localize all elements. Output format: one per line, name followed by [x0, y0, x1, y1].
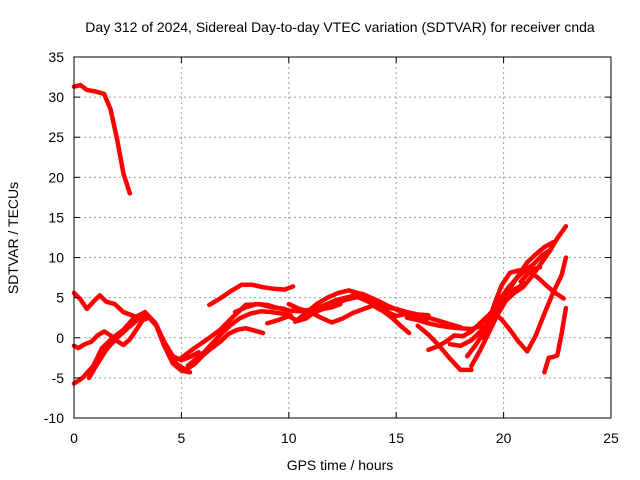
series-arc-12 [286, 301, 377, 325]
y-tick-label: 0 [56, 330, 64, 346]
y-axis-title: SDTVAR / TECUs [5, 182, 21, 294]
x-tick-label: 20 [496, 430, 512, 446]
y-tick-label: 25 [48, 129, 64, 145]
data-series-group [71, 82, 569, 386]
series-arc-27 [542, 305, 569, 375]
series-arc-1 [71, 82, 133, 196]
y-tick-label: 15 [48, 209, 64, 225]
series-arc-25 [490, 255, 569, 354]
x-tick-label: 5 [178, 430, 186, 446]
series-arc-5 [86, 312, 193, 381]
x-axis-title: GPS time / hours [287, 457, 394, 473]
series-arc-16 [350, 293, 463, 330]
y-tick-label: -5 [52, 370, 65, 386]
series-arc-26 [518, 269, 566, 301]
y-tick-label: 20 [48, 169, 64, 185]
series-arc-23 [469, 224, 569, 369]
axis-ticks [73, 56, 612, 419]
x-tick-label: 15 [388, 430, 404, 446]
y-tick-labels: -10 -5 0 5 10 15 20 25 30 35 [44, 49, 64, 426]
plot-frame [73, 56, 612, 419]
y-tick-label: 35 [48, 49, 64, 65]
series-arc-17 [372, 304, 412, 336]
y-tick-label: 10 [48, 250, 64, 266]
x-tick-label: 25 [603, 430, 619, 446]
series-arc-6 [166, 325, 266, 373]
series-arc-8 [185, 309, 294, 369]
series-arc-18 [404, 315, 485, 332]
series-arc-24 [479, 264, 543, 341]
series-arc-9 [207, 282, 296, 308]
series-arc-11 [265, 301, 343, 326]
y-tick-label: 5 [56, 290, 64, 306]
x-tick-labels: 0 5 10 15 20 25 [70, 430, 619, 446]
y-tick-label: 30 [48, 89, 64, 105]
series-arc-19 [415, 323, 474, 373]
y-tick-label: -10 [44, 410, 64, 426]
x-tick-label: 10 [281, 430, 297, 446]
series-arc-4 [71, 290, 143, 321]
series-arc-21 [447, 247, 554, 349]
chart-title: Day 312 of 2024, Sidereal Day-to-day VTE… [85, 19, 595, 35]
x-tick-label: 0 [70, 430, 78, 446]
